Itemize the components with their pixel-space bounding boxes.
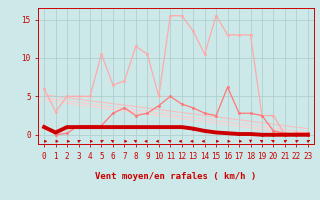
X-axis label: Vent moyen/en rafales ( km/h ): Vent moyen/en rafales ( km/h ) <box>95 172 257 181</box>
